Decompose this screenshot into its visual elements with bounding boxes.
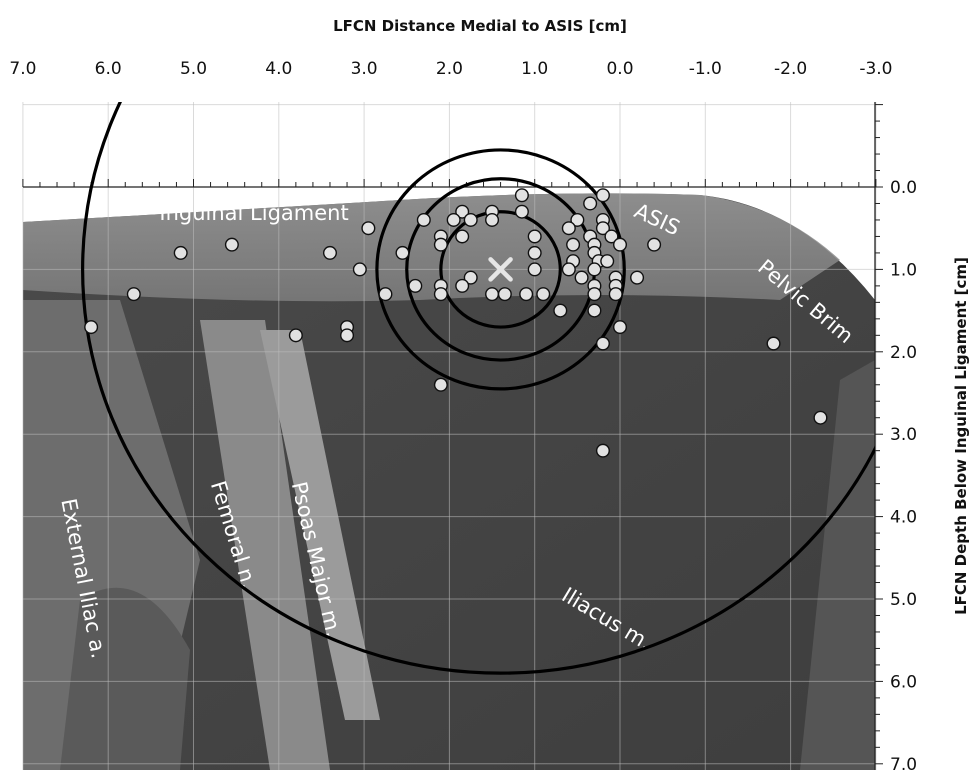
y-tick-label: 6.0 [890, 672, 917, 692]
data-point [519, 287, 534, 302]
centroid-marker [488, 257, 513, 282]
anatomy-label: Inguinal Ligament [159, 201, 348, 225]
target-circle [439, 210, 562, 329]
data-point [595, 188, 610, 203]
data-point [566, 237, 581, 252]
y-tick-label: 0.0 [890, 178, 917, 198]
data-point [463, 270, 478, 285]
data-point [416, 212, 431, 227]
x-tick-label: 4.0 [265, 59, 292, 79]
x-tick-label: 7.0 [9, 59, 36, 79]
data-point [583, 196, 598, 211]
y-tick-labels: 0.0 1.0 2.0 3.0 4.0 5.0 6.0 7.0 [890, 178, 917, 770]
x-tick-label: 2.0 [436, 59, 463, 79]
y-axis-title: LFCN Depth Below Inguinal Ligament [cm] [952, 257, 970, 615]
data-point [527, 229, 542, 244]
data-point [378, 287, 393, 302]
data-point [608, 287, 623, 302]
data-point [595, 336, 610, 351]
x-tick-label: 5.0 [180, 59, 207, 79]
data-point [446, 212, 461, 227]
x-tick-label: 0.0 [606, 59, 633, 79]
data-point [433, 237, 448, 252]
y-tick-label: 5.0 [890, 590, 917, 610]
data-point [527, 262, 542, 277]
data-point [433, 287, 448, 302]
data-point [604, 229, 619, 244]
data-point [497, 287, 512, 302]
data-point [527, 245, 542, 260]
grid-lines [22, 102, 877, 770]
data-point [352, 262, 367, 277]
x-axis-title: LFCN Distance Medial to ASIS [cm] [333, 17, 627, 35]
data-point [395, 245, 410, 260]
x-tick-label: 6.0 [95, 59, 122, 79]
data-point [813, 410, 828, 425]
data-point [288, 328, 303, 343]
data-point [433, 377, 448, 392]
data-point [647, 237, 662, 252]
data-point [613, 237, 628, 252]
data-point [485, 287, 500, 302]
y-tick-label: 2.0 [890, 343, 917, 363]
data-points [84, 188, 828, 458]
data-point [613, 320, 628, 335]
data-point [561, 262, 576, 277]
x-tick-label: -2.0 [774, 59, 807, 79]
data-point [126, 287, 141, 302]
target-circle [81, 102, 875, 675]
data-point [766, 336, 781, 351]
data-point [224, 237, 239, 252]
data-point [514, 204, 529, 219]
data-point [595, 221, 610, 236]
data-point [630, 270, 645, 285]
x-tick-labels: 7.0 6.0 5.0 4.0 3.0 2.0 1.0 0.0 -1.0 -2.0 -3.0 [9, 59, 892, 79]
data-point [587, 287, 602, 302]
data-point [485, 212, 500, 227]
data-point [600, 254, 615, 269]
x-tick-label: 1.0 [521, 59, 548, 79]
data-point [587, 262, 602, 277]
data-point [553, 303, 568, 318]
data-point [561, 221, 576, 236]
data-point [587, 303, 602, 318]
x-tick-label: -1.0 [689, 59, 722, 79]
data-point [536, 287, 551, 302]
data-point [455, 229, 470, 244]
data-point [173, 245, 188, 260]
axes [22, 102, 883, 770]
data-point [340, 328, 355, 343]
target-circles [81, 102, 875, 675]
data-point [361, 221, 376, 236]
y-tick-label: 7.0 [890, 755, 917, 770]
data-point [574, 270, 589, 285]
data-point [455, 204, 470, 219]
data-point [322, 245, 337, 260]
data-point [408, 278, 423, 293]
x-tick-label: 3.0 [351, 59, 378, 79]
x-tick-label: -3.0 [859, 59, 892, 79]
data-point [455, 278, 470, 293]
data-point [570, 212, 585, 227]
data-point [514, 188, 529, 203]
y-tick-label: 3.0 [890, 425, 917, 445]
y-tick-label: 4.0 [890, 508, 917, 528]
target-circle [375, 148, 626, 391]
y-tick-label: 1.0 [890, 260, 917, 280]
data-point [463, 212, 478, 227]
data-point [595, 443, 610, 458]
data-point [84, 320, 99, 335]
centroid-x-stroke [488, 257, 513, 282]
